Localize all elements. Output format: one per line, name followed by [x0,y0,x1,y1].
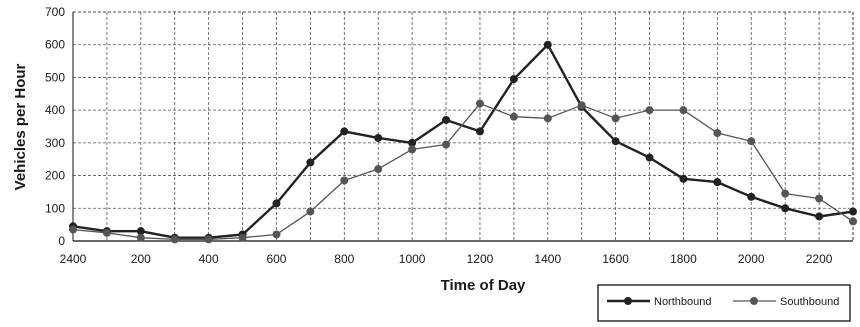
data-point-northbound [272,199,281,208]
x-axis-title: Time of Day [441,277,526,294]
y-tick-label: 300 [45,136,65,150]
series-line-southbound [72,102,854,241]
legend-marker-northbound [624,297,632,305]
x-tick-label: 2400 [60,252,87,266]
data-point-northbound [543,40,552,49]
data-point-southbound [543,114,552,123]
x-tick-label: 1200 [467,252,494,266]
data-point-southbound [815,194,824,203]
x-tick-label: 600 [266,252,286,266]
y-tick-label: 500 [45,70,65,84]
gridlines [72,11,854,242]
data-point-northbound [306,158,315,167]
data-point-northbound [849,207,857,216]
data-point-northbound [645,153,654,162]
y-tick-label: 0 [58,234,65,248]
y-tick-label: 700 [45,5,65,19]
y-tick-label: 400 [45,103,65,117]
x-tick-label: 2200 [806,252,833,266]
data-point-northbound [611,137,620,146]
x-tick-label: 1000 [399,252,426,266]
data-point-northbound [136,227,145,236]
series-lines [69,40,857,244]
series-line-northbound [72,43,854,239]
x-tick-label: 1800 [670,252,697,266]
data-point-northbound [442,115,451,124]
data-point-southbound [645,106,654,115]
legend-box [597,284,851,322]
y-tick-label: 100 [45,201,65,215]
y-tick-label: 600 [45,38,65,52]
data-point-southbound [272,230,281,239]
x-tick-label: 2000 [738,252,765,266]
data-point-southbound [577,101,586,110]
data-point-southbound [306,207,315,216]
legend-marker-southbound [750,297,758,305]
data-point-northbound [679,174,688,183]
data-point-northbound [509,75,518,84]
data-point-northbound [408,138,417,147]
data-point-southbound [679,106,688,115]
legend: Northbound Southbound [597,284,851,322]
data-point-northbound [340,127,349,136]
data-point-southbound [611,114,620,123]
data-point-northbound [713,178,722,187]
data-point-southbound [69,225,77,234]
x-tick-label: 200 [131,252,151,266]
data-point-southbound [475,99,484,108]
data-point-southbound [747,137,756,146]
data-point-southbound [238,233,247,242]
x-tick-label: 1400 [534,252,561,266]
legend-label-northbound: Northbound [654,296,712,308]
data-point-northbound [374,133,383,142]
y-tick-label: 200 [45,169,65,183]
y-axis-title: Vehicles per Hour [12,63,29,190]
axes: 0 100 200 300 400 500 600 700 2400 200 400 600 800 10… [45,5,853,266]
data-point-northbound [475,127,484,136]
data-point-northbound [815,212,824,221]
data-point-southbound [102,228,111,237]
data-point-southbound [713,129,722,138]
data-point-northbound [781,204,790,213]
data-point-southbound [849,217,857,226]
legend-label-southbound: Southbound [780,296,839,308]
data-point-southbound [442,140,451,149]
data-point-southbound [136,233,145,242]
x-tick-label: 1600 [602,252,629,266]
data-point-southbound [509,112,518,121]
data-point-northbound [747,192,756,201]
data-point-southbound [340,176,349,185]
data-point-southbound [170,235,179,244]
data-point-southbound [204,235,213,244]
data-point-southbound [781,189,790,198]
x-tick-label: 800 [334,252,354,266]
data-point-southbound [408,145,417,154]
data-point-southbound [374,165,383,174]
x-tick-label: 400 [199,252,219,266]
